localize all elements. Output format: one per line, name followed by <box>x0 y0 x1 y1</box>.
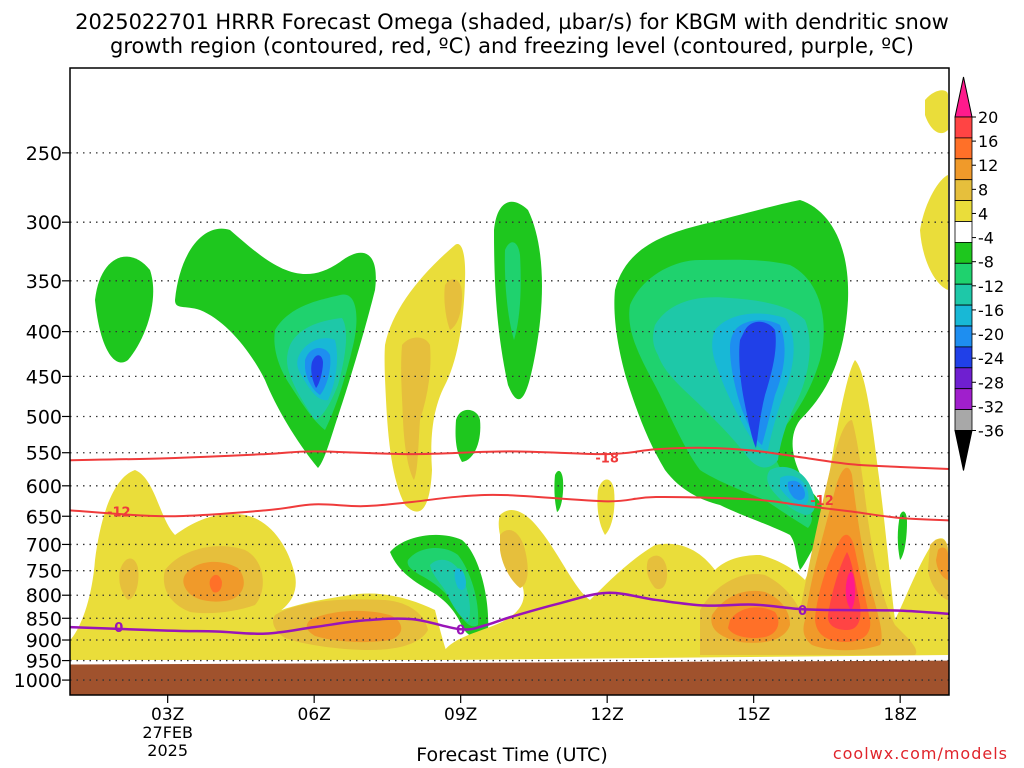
isotherm-minus18-line <box>69 446 950 470</box>
colorbar-band <box>954 137 973 160</box>
contour-label: -12 <box>107 506 131 521</box>
chart-title-line1: 2025022701 HRRR Forecast Omega (shaded, … <box>75 10 949 34</box>
omega-neg-region <box>454 568 466 590</box>
colorbar-band <box>954 388 973 411</box>
omega-pos-region <box>119 558 139 600</box>
y-tick-label: 250 <box>26 143 62 165</box>
x-tick-label: 12Z <box>591 705 624 725</box>
y-tick-label: 300 <box>26 212 62 234</box>
colorbar-bottom-arrow <box>954 430 973 471</box>
omega-pos-region <box>646 555 668 590</box>
y-tick-label: 350 <box>26 271 62 293</box>
colorbar-top-arrow <box>954 76 973 118</box>
y-tick-label: 650 <box>26 506 62 528</box>
colorbar-tick-label: -36 <box>978 422 1004 441</box>
contour-label: -12 <box>810 494 834 509</box>
omega-pos-region <box>401 337 431 480</box>
colorbar-tick-label: 4 <box>978 204 988 223</box>
omega-pos-region <box>845 571 855 610</box>
omega-pos-region <box>920 175 948 290</box>
contour-label: -18 <box>595 452 619 467</box>
colorbar-band <box>954 409 973 431</box>
y-tick-label: 950 <box>26 651 62 673</box>
freezing-level-line <box>69 591 950 636</box>
colorbar-band <box>954 346 973 369</box>
x-tick-label: 09Z <box>444 705 477 725</box>
y-tick-label: 1000 <box>14 670 62 692</box>
omega-pos-region <box>209 574 222 593</box>
omega-neg-region <box>504 242 521 340</box>
colorbar-tick-label: 12 <box>978 156 998 175</box>
chart-title-line2: growth region (contoured, red, ºC) and f… <box>110 34 914 58</box>
ground-fill <box>70 660 949 695</box>
y-tick-label: 450 <box>26 366 62 388</box>
contour-label: 0 <box>114 621 123 636</box>
x-tick-label: 15Z <box>737 705 770 725</box>
colorbar-band <box>954 116 973 139</box>
isotherm-minus12-line <box>69 493 950 522</box>
colorbar-band <box>954 367 973 390</box>
colorbar-tick-label: -12 <box>978 277 1004 296</box>
omega-neg-region <box>554 470 564 512</box>
y-tick-label: 900 <box>26 630 62 652</box>
colorbar-tick-label: 20 <box>978 108 998 127</box>
colorbar-band <box>954 304 973 327</box>
colorbar-tick-label: 8 <box>978 180 988 199</box>
contour-labels: -18 -12 -12 0 0 0 <box>107 452 834 639</box>
colorbar-tick-label: -20 <box>978 325 1004 344</box>
contour-label: 0 <box>456 623 465 638</box>
colorbar-tick-label: -28 <box>978 373 1004 392</box>
y-tick-label: 500 <box>26 406 62 428</box>
colorbar-tick-label: -4 <box>978 229 994 248</box>
omega-neg-region <box>455 409 481 462</box>
colorbar-band <box>954 221 973 243</box>
contour-label: 0 <box>798 604 807 619</box>
omega-neg-region <box>897 511 907 560</box>
x-tick-sublabel: 27FEB <box>142 723 193 742</box>
y-tick-label: 750 <box>26 561 62 583</box>
colorbar-band <box>954 283 973 306</box>
colorbar-band <box>954 325 973 348</box>
colorbar-band <box>954 241 973 264</box>
y-tick-label: 850 <box>26 608 62 630</box>
y-tick-label: 400 <box>26 322 62 344</box>
omega-colorbar: 20 16 12 8 4 -4 -8 -12 -16 -20 -24 -28 -32 -36 <box>954 76 1004 471</box>
y-axis: 2503003504004505005506006507007508008509… <box>14 143 70 692</box>
colorbar-tick-label: -16 <box>978 301 1004 320</box>
omega-pos-region <box>936 547 948 580</box>
x-tick-sublabel: 2025 <box>147 741 188 760</box>
omega-neg-region <box>739 321 776 448</box>
colorbar-band <box>954 262 973 285</box>
colorbar-tick-label: 16 <box>978 132 998 151</box>
colorbar-band <box>954 200 973 222</box>
x-axis-label: Forecast Time (UTC) <box>416 744 608 766</box>
colorbar-tick-label: -8 <box>978 253 994 272</box>
y-tick-label: 800 <box>26 585 62 607</box>
y-tick-label: 600 <box>26 476 62 498</box>
x-tick-label: 03Z <box>151 705 184 725</box>
colorbar-tick-label: -24 <box>978 349 1004 368</box>
site-credit: coolwx.com/models <box>832 744 1008 763</box>
omega-neg-region <box>311 355 323 388</box>
colorbar-tick-label: -32 <box>978 397 1004 416</box>
y-tick-label: 700 <box>26 534 62 556</box>
omega-pos-region <box>728 607 779 638</box>
colorbar-band <box>954 158 973 181</box>
x-tick-label: 06Z <box>298 705 331 725</box>
omega-pos-region <box>444 279 462 330</box>
omega-pos-region <box>597 479 615 535</box>
colorbar-band <box>954 179 973 201</box>
omega-shading <box>70 90 948 660</box>
y-tick-label: 550 <box>26 443 62 465</box>
x-tick-label: 18Z <box>884 705 917 725</box>
omega-neg-region <box>95 256 154 363</box>
omega-pos-region <box>925 90 948 134</box>
plot-frame <box>69 67 950 696</box>
